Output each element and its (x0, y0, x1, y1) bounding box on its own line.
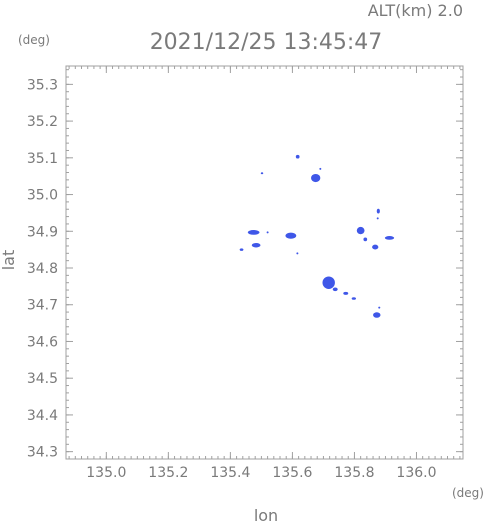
y-tick-label: 35.2 (27, 114, 58, 130)
echo-cell (378, 306, 381, 309)
echo-cell (332, 287, 338, 292)
x-tick-label: 136.0 (396, 465, 436, 481)
echo-cell (356, 226, 365, 235)
echo-cell (266, 231, 269, 234)
echo-cell (343, 291, 349, 295)
echo-cell (296, 252, 299, 255)
y-tick-label: 34.5 (27, 371, 58, 387)
y-tick-label: 34.6 (27, 334, 58, 350)
echo-cell (322, 276, 335, 289)
y-tick-label: 35.1 (27, 151, 58, 167)
plot-frame (65, 65, 464, 460)
x-tick-label: 135.2 (148, 465, 188, 481)
echo-cell (260, 172, 264, 175)
echo-cell (376, 217, 379, 220)
y-tick-label: 34.9 (27, 224, 58, 240)
echo-cell (319, 167, 322, 170)
x-tick-label: 135.4 (210, 465, 250, 481)
echo-cell (376, 208, 380, 214)
echo-cell (251, 243, 261, 248)
echo-cell (247, 229, 260, 235)
axis-ticks: 135.0 135.2 135.4 135.6 135.8 136.0 34.3 34.4 34… (27, 66, 463, 481)
y-tick-label: 34.3 (27, 445, 58, 461)
y-tick-label: 35.0 (27, 188, 58, 204)
x-axis-unit: (deg) (452, 486, 484, 500)
echo-cells (239, 154, 395, 318)
chart-title: 2021/12/25 13:45:47 (150, 30, 383, 55)
y-axis-unit: (deg) (18, 33, 50, 47)
y-axis-label: lat (0, 250, 18, 271)
altitude-label: ALT(km) 2.0 (368, 1, 463, 20)
x-axis-label: lon (254, 506, 278, 521)
echo-cell (384, 236, 395, 240)
echo-cell (351, 297, 356, 300)
echo-cell (295, 154, 300, 159)
x-tick-label: 135.6 (272, 465, 312, 481)
x-tick-label: 135.8 (334, 465, 374, 481)
echo-cell (239, 248, 244, 251)
echo-cell (311, 173, 321, 183)
y-tick-label: 34.7 (27, 298, 58, 314)
echo-cell (372, 244, 379, 250)
y-tick-label: 34.4 (27, 408, 58, 424)
echo-cell (363, 237, 368, 242)
echo-cell (373, 312, 381, 318)
echo-cell (285, 232, 297, 239)
x-tick-label: 135.0 (86, 465, 126, 481)
y-tick-label: 34.8 (27, 261, 58, 277)
y-tick-label: 35.3 (27, 77, 58, 93)
